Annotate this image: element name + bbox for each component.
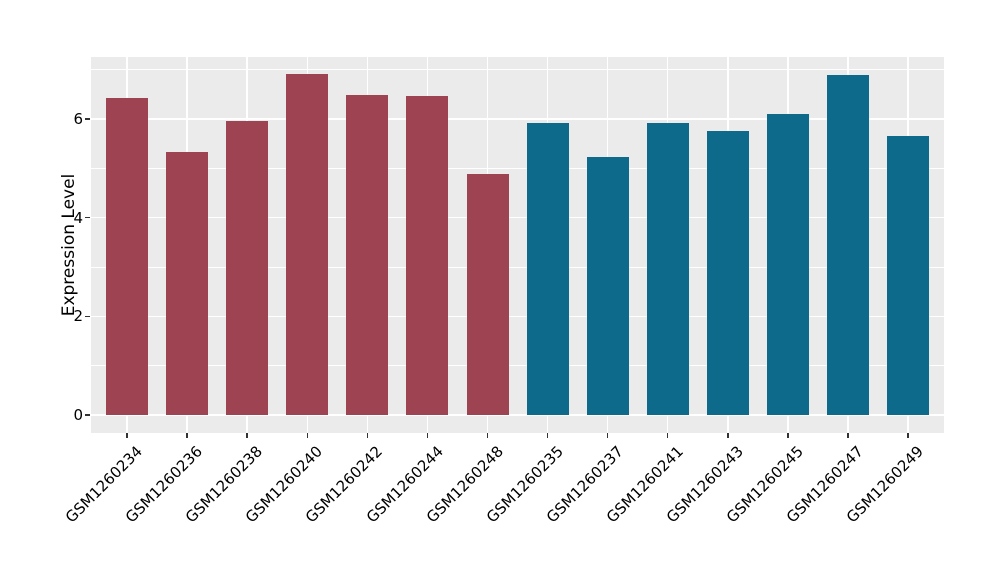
x-tick-mark <box>666 433 669 438</box>
bar <box>646 123 689 415</box>
x-tick-mark <box>546 433 549 438</box>
major-gridline <box>91 118 944 120</box>
bar <box>166 152 209 415</box>
bar <box>226 121 269 415</box>
x-tick-mark <box>907 433 909 438</box>
x-tick-mark <box>306 433 308 438</box>
x-tick-mark <box>847 433 849 438</box>
y-tick-label: 4 <box>73 208 83 227</box>
y-tick-mark <box>85 414 90 416</box>
bar <box>286 74 329 415</box>
x-tick-mark <box>426 433 429 438</box>
x-tick-mark <box>246 433 248 438</box>
x-tick-mark <box>186 433 188 438</box>
minor-gridline <box>91 365 944 366</box>
minor-gridline <box>91 69 944 71</box>
major-gridline <box>91 414 944 416</box>
y-tick-mark <box>85 118 90 120</box>
x-tick-mark <box>727 433 729 438</box>
y-tick-label: 0 <box>73 405 83 424</box>
bar <box>466 173 509 415</box>
minor-gridline <box>91 168 944 169</box>
x-tick-mark <box>787 433 789 438</box>
x-tick-mark <box>126 433 128 438</box>
y-tick-mark <box>85 216 90 219</box>
x-tick-mark <box>366 433 369 438</box>
bar <box>586 156 629 415</box>
y-tick-mark <box>85 315 90 317</box>
y-axis-title: Expression Level <box>59 173 79 317</box>
bar <box>526 123 569 415</box>
bar <box>826 75 869 415</box>
major-gridline <box>91 216 944 219</box>
major-gridline <box>91 315 944 317</box>
x-tick-mark <box>606 433 609 438</box>
bar <box>346 94 389 415</box>
bar <box>406 95 449 415</box>
bar <box>766 113 809 415</box>
bar <box>106 98 148 415</box>
plot-panel <box>91 57 944 433</box>
bar <box>887 135 929 415</box>
bar <box>706 130 749 415</box>
y-tick-label: 2 <box>73 307 83 326</box>
y-tick-label: 6 <box>73 110 83 129</box>
x-tick-mark <box>486 433 489 438</box>
minor-gridline <box>91 266 944 268</box>
